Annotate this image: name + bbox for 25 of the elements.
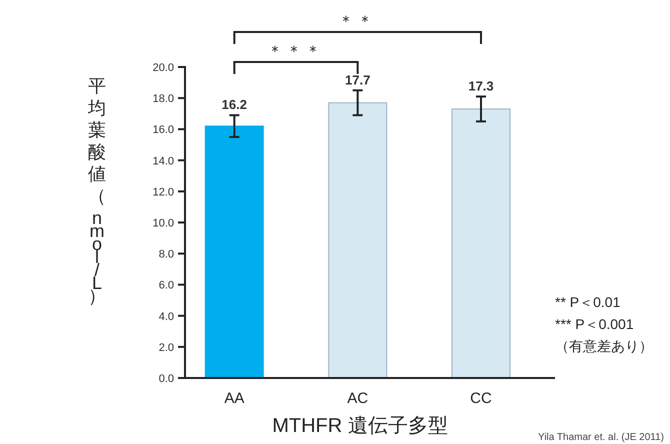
y-tick-label: 8.0 — [158, 248, 174, 261]
annotation: *** P＜0.001 — [555, 316, 634, 332]
y-tick-label: 6.0 — [158, 280, 174, 292]
y-tick-label: 4.0 — [158, 310, 174, 323]
x-tick-label: CC — [470, 390, 492, 407]
data-label: 17.7 — [345, 72, 370, 88]
text: ＊＊ — [338, 13, 377, 30]
x-tick-label: AC — [347, 390, 368, 407]
y-tick-label: 0.0 — [158, 373, 174, 385]
y-tick-label: 14.0 — [152, 155, 174, 168]
annotation: （有意差あり） — [555, 338, 653, 354]
text: ＊＊＊ — [268, 43, 324, 60]
y-tick-label: 2.0 — [158, 342, 174, 354]
y-tick-label: 10.0 — [152, 218, 174, 230]
y-tick-label: 16.0 — [152, 124, 174, 136]
y-tick-label: 12.0 — [152, 186, 174, 198]
text: 平均葉酸値（nmol/L） — [88, 76, 106, 306]
x-axis-title: MTHFR 遺伝子多型 — [272, 415, 448, 437]
text: Yila Thamar et. al. (JE 2011) — [538, 432, 664, 443]
annotation: ** P＜0.01 — [555, 294, 621, 310]
y-tick-label: 20.0 — [152, 62, 174, 74]
x-tick-label: AA — [224, 390, 244, 407]
data-label: 17.3 — [468, 78, 494, 94]
data-label: 16.2 — [222, 97, 247, 112]
y-tick-label: 18.0 — [152, 93, 174, 106]
